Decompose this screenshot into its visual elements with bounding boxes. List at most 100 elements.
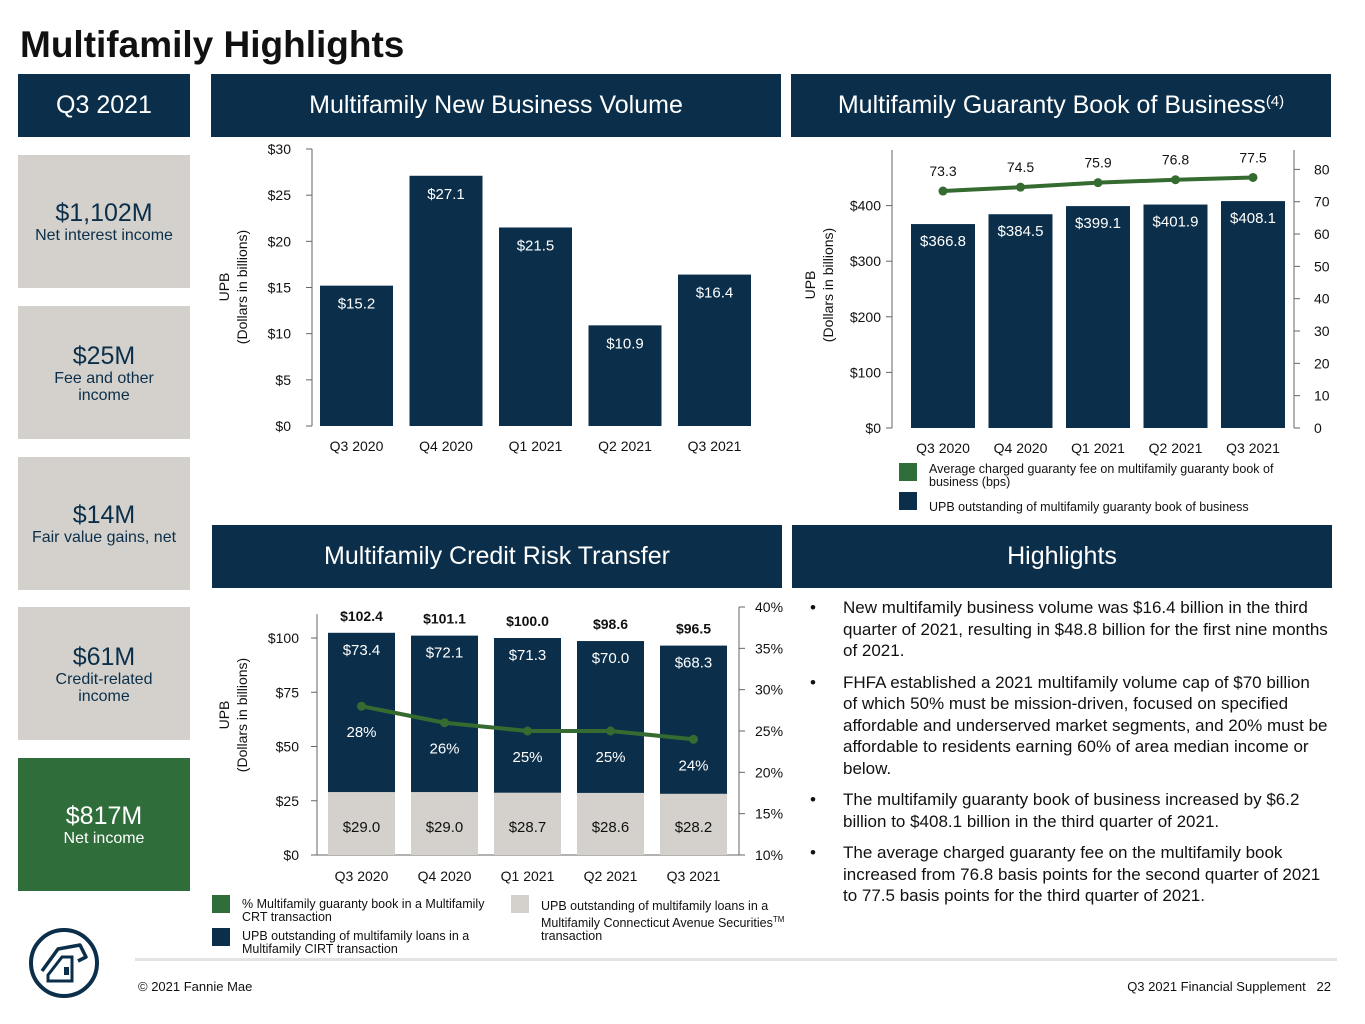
y2-tick-label: 20 (1314, 355, 1330, 371)
legend-swatch (511, 895, 529, 913)
kpi-value: $817M (65, 802, 143, 830)
y-tick-label: $0 (865, 420, 881, 436)
kpi-net-income: $817M Net income (18, 758, 190, 891)
bar (320, 285, 393, 426)
bar-cirt (411, 635, 478, 793)
legend-swatch (212, 928, 230, 946)
bar-value-label: $408.1 (1230, 210, 1276, 227)
bar-value-label: $16.4 (696, 285, 734, 302)
bar-total-label: $98.6 (593, 616, 628, 632)
y2-tick-label: 60 (1314, 226, 1330, 242)
x-tick-label: Q3 2021 (1226, 440, 1280, 456)
fee-value-label: 74.5 (1007, 159, 1034, 175)
bar-cirt (660, 645, 727, 794)
bar-value-label-cas: $28.2 (675, 819, 713, 836)
kpi-value: $61M (72, 642, 136, 671)
page-title: Multifamily Highlights (20, 24, 405, 65)
crt-percent-point (440, 718, 449, 728)
crt-percent-label: 25% (512, 749, 542, 766)
legend-item-crt-percent: % Multifamily guaranty book in a Multifa… (212, 895, 507, 924)
y2-tick-label: 10 (1314, 388, 1330, 404)
kpi-net-interest-income: $1,102M Net interest income (18, 155, 190, 288)
y-tick-label: $200 (850, 309, 881, 325)
highlights-title: Highlights (1007, 542, 1117, 570)
kpi-value: $25M (72, 341, 136, 370)
x-tick-label: Q3 2021 (688, 438, 742, 454)
fee-point (1248, 172, 1258, 182)
bar-cas (577, 792, 644, 855)
crt-percent-point (523, 726, 532, 736)
kpi-label: Net interest income (35, 227, 173, 244)
bar-total-label: $96.5 (676, 621, 711, 637)
y-tick-label: $50 (276, 739, 300, 755)
trademark-mark: TM (772, 915, 785, 924)
new-business-volume-title: Multifamily New Business Volume (309, 91, 683, 119)
y-tick-label: $10 (268, 326, 292, 342)
x-tick-label: Q1 2021 (509, 438, 563, 454)
x-tick-label: Q4 2020 (418, 868, 472, 884)
credit-risk-transfer-title: Multifamily Credit Risk Transfer (324, 542, 670, 570)
highlight-bullet: The multifamily guaranty book of busines… (808, 789, 1328, 832)
y2-tick-label: 25% (755, 723, 783, 739)
highlights-header: Highlights (792, 525, 1332, 588)
legend-item-crt-cirt: UPB outstanding of multifamily loans in … (212, 928, 507, 956)
y-tick-label: $25 (276, 793, 300, 809)
x-tick-label: Q4 2020 (994, 440, 1048, 456)
footer-divider (135, 958, 1337, 961)
bar-value-label: $27.1 (427, 186, 465, 203)
guaranty-book-chart: $0 $100 $200 $300 $400 0 10 20 30 40 50 60 70 80 UPB (D… (802, 149, 1330, 456)
kpi-label: Credit-related income (55, 670, 153, 705)
fee-value-label: 76.8 (1162, 152, 1189, 168)
crt-percent-label: 24% (678, 757, 708, 774)
legend-label-text: UPB outstanding of multifamily loans in … (541, 899, 773, 931)
x-tick-label: Q2 2021 (584, 868, 638, 884)
y2-tick-label: 70 (1314, 194, 1330, 210)
bar-cirt (577, 641, 644, 793)
y2-tick-label: 15% (755, 806, 783, 822)
bar (409, 175, 483, 426)
crt-percent-label: 28% (346, 724, 376, 741)
kpi-label: Net income (63, 830, 145, 847)
bar-value-label: $384.5 (998, 223, 1044, 240)
bar-value-label: $21.5 (517, 237, 555, 254)
legend-swatch (899, 463, 917, 481)
x-tick-label: Q3 2020 (330, 438, 384, 454)
bar-value-label-cirt: $68.3 (675, 655, 713, 672)
x-tick-label: Q1 2021 (501, 868, 555, 884)
y-tick-label: $0 (283, 847, 299, 863)
crt-percent-point (689, 734, 698, 744)
bar-total-label: $100.0 (506, 613, 549, 629)
highlight-bullet: The average charged guaranty fee on the … (808, 842, 1328, 907)
credit-risk-transfer-chart: $0 $25 $50 $75 $100 10% 15% 20% 25% 30% 35% 40% UPB(… (216, 599, 783, 884)
highlight-bullet: FHFA established a 2021 multifamily volu… (808, 672, 1328, 780)
copyright: © 2021 Fannie Mae (138, 979, 253, 994)
bar-cirt (494, 638, 561, 793)
y-tick-label: $5 (275, 372, 291, 388)
x-tick-label: Q1 2021 (1071, 440, 1125, 456)
bar-cas (328, 792, 395, 855)
kpi-header-label: Q3 2021 (56, 91, 152, 119)
y-tick-label: $15 (268, 280, 292, 296)
y-axis-title: UPB (Dollars in billions) (802, 228, 836, 342)
y-tick-label: $400 (850, 198, 881, 214)
page-footer-label: Q3 2021 Financial Supplement 22 (1127, 979, 1331, 994)
bar-value-label-cirt: $72.1 (426, 645, 464, 662)
kpi-fair-value-gains: $14M Fair value gains, net (18, 457, 190, 590)
footnote-marker: (4) (1265, 93, 1285, 110)
new-business-volume-chart: $0 $5 $10 $15 $20 $25 $30 UPB (Dollars in billio… (216, 141, 751, 454)
x-tick-label: Q2 2021 (1149, 440, 1203, 456)
bar (911, 224, 975, 428)
crt-percent-point (606, 726, 615, 736)
legend-label: UPB outstanding of multifamily loans in … (242, 929, 470, 956)
y2-tick-label: 30% (755, 682, 783, 698)
legend-label: Average charged guaranty fee on multifam… (929, 462, 1274, 489)
x-tick-label: Q3 2021 (667, 868, 721, 884)
y-tick-label: $0 (275, 418, 291, 434)
kpi-header: Q3 2021 (18, 74, 190, 137)
legend-item-crt-cas: UPB outstanding of multifamily loans in … (511, 895, 811, 943)
legend-item-guaranty-upb: UPB outstanding of multifamily guaranty … (899, 492, 1319, 514)
kpi-value: $1,102M (55, 199, 153, 227)
bar-value-label-cas: $29.0 (343, 819, 381, 836)
fee-value-label: 73.3 (929, 163, 956, 179)
x-tick-label: Q3 2020 (335, 868, 389, 884)
